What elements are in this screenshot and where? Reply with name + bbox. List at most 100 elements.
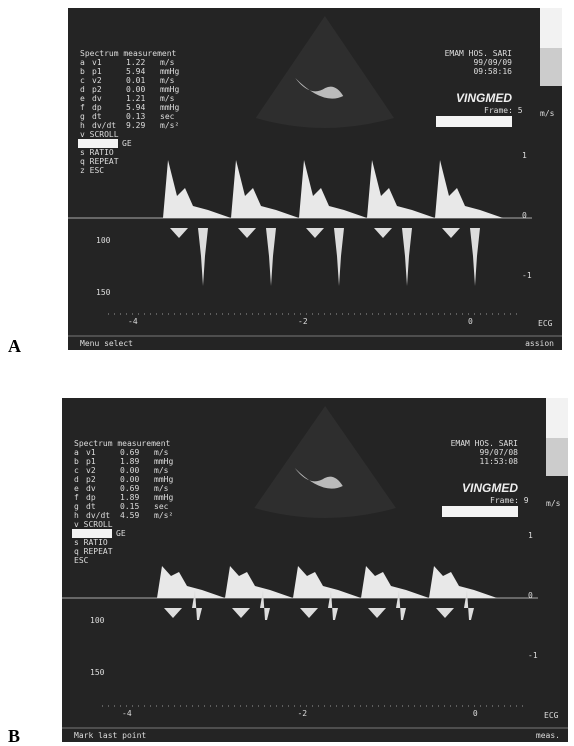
measurement-text: 0.69 — [120, 484, 139, 493]
highlight — [78, 139, 118, 148]
measurement-text: c — [80, 76, 85, 85]
measurement-text: 0.15 — [120, 502, 139, 511]
unit: m/s — [546, 499, 561, 508]
measurement-text: v1 — [86, 448, 96, 457]
measurement-text: 9.29 — [126, 121, 145, 130]
measurement-text: m/s² — [160, 121, 179, 130]
measurement-text: v2 — [86, 466, 96, 475]
measurement-text: 0.00 — [120, 466, 139, 475]
time-tick: -2 — [297, 709, 307, 718]
measurement-text: e — [74, 484, 79, 493]
velocity-scale: 0 — [528, 591, 533, 600]
measurement-text: m/s² — [154, 511, 173, 520]
menu-option: v SCROLL — [74, 520, 113, 529]
measurement-text: 5.94 — [126, 103, 145, 112]
menu-option: s RATIO — [74, 538, 108, 547]
menu-title: Spectrum measurement — [80, 49, 177, 58]
figure: ASpectrum measurementav11.22m/sbp15.94mm… — [0, 0, 574, 746]
measurement-text: sec — [160, 112, 175, 121]
header-text: 99/07/08 — [479, 448, 518, 457]
measurement-text: mmHg — [154, 457, 173, 466]
status-right: meas. — [536, 731, 560, 740]
frame-text: Frame: 9 — [490, 496, 529, 505]
measurement-text: m/s — [160, 58, 175, 67]
menu-option: q REPEAT — [74, 547, 113, 556]
measurement-text: b — [80, 67, 85, 76]
measurement-text: v2 — [92, 76, 102, 85]
measurement-text: p2 — [86, 475, 96, 484]
highlight — [72, 529, 112, 538]
measurement-text: d — [80, 85, 85, 94]
measurement-text: dv/dt — [92, 121, 116, 130]
velocity-scale: -1 — [522, 271, 532, 280]
measurement-text: 0.13 — [126, 112, 145, 121]
measurement-text: b — [74, 457, 79, 466]
header-text: 09:58:16 — [473, 67, 512, 76]
depth-label: 150 — [90, 668, 105, 677]
measurement-text: h — [74, 511, 79, 520]
status-left: Menu select — [80, 339, 133, 348]
measurement-text: m/s — [154, 448, 169, 457]
measurement-text: p1 — [92, 67, 102, 76]
header-text: EMAM HOS. SARI — [451, 439, 519, 448]
measurement-text: dt — [92, 112, 102, 121]
menu-option: GE — [116, 529, 126, 538]
measurement-text: f — [74, 493, 79, 502]
measurement-text: v1 — [92, 58, 102, 67]
velocity-scale: 1 — [528, 531, 533, 540]
measurement-text: f — [80, 103, 85, 112]
measurement-text: e — [80, 94, 85, 103]
measurement-text: g — [80, 112, 85, 121]
menu-option: GE — [122, 139, 132, 148]
menu-option: ESC — [74, 556, 89, 565]
depth-label: 150 — [96, 288, 111, 297]
frame-text: Frame: 5 — [484, 106, 523, 115]
time-tick: -2 — [298, 317, 308, 326]
measurement-text: mmHg — [154, 493, 173, 502]
measurement-text: 1.89 — [120, 457, 139, 466]
measurement-text: dp — [86, 493, 96, 502]
brand: VINGMED — [456, 91, 512, 105]
measurement-text: m/s — [160, 94, 175, 103]
ecg-label: ECG — [538, 319, 553, 328]
measurement-text: p1 — [86, 457, 96, 466]
header-text: EMAM HOS. SARI — [445, 49, 513, 58]
measurement-text: 4.59 — [120, 511, 139, 520]
status-right: assion — [525, 339, 554, 348]
measurement-text: sec — [154, 502, 169, 511]
frame-box — [442, 506, 518, 517]
unit: m/s — [540, 109, 555, 118]
measurement-text: 1.22 — [126, 58, 145, 67]
menu-title: Spectrum measurement — [74, 439, 171, 448]
measurement-text: d — [74, 475, 79, 484]
gray-bar-top — [540, 8, 562, 48]
measurement-text: p2 — [92, 85, 102, 94]
measurement-text: 0.00 — [120, 475, 139, 484]
measurement-text: dv/dt — [86, 511, 110, 520]
measurement-text: dv — [86, 484, 96, 493]
measurement-text: 0.69 — [120, 448, 139, 457]
measurement-text: dv — [92, 94, 102, 103]
header-text: 99/09/09 — [473, 58, 512, 67]
measurement-text: m/s — [154, 484, 169, 493]
velocity-scale: 1 — [522, 151, 527, 160]
time-tick: 0 — [468, 317, 473, 326]
measurement-text: m/s — [160, 76, 175, 85]
brand: VINGMED — [462, 481, 518, 495]
panel-label: A — [8, 336, 21, 356]
menu-option: s RATIO — [80, 148, 114, 157]
measurement-text: 5.94 — [126, 67, 145, 76]
frame-box — [436, 116, 512, 127]
gray-bar-top — [546, 398, 568, 438]
depth-label: 100 — [90, 616, 105, 625]
measurement-text: a — [80, 58, 85, 67]
panel-label: B — [8, 726, 20, 746]
time-tick: -4 — [122, 709, 132, 718]
menu-option: q REPEAT — [80, 157, 119, 166]
measurement-text: mmHg — [160, 85, 179, 94]
measurement-text: mmHg — [160, 67, 179, 76]
velocity-scale: -1 — [528, 651, 538, 660]
velocity-scale: 0 — [522, 211, 527, 220]
depth-label: 100 — [96, 236, 111, 245]
